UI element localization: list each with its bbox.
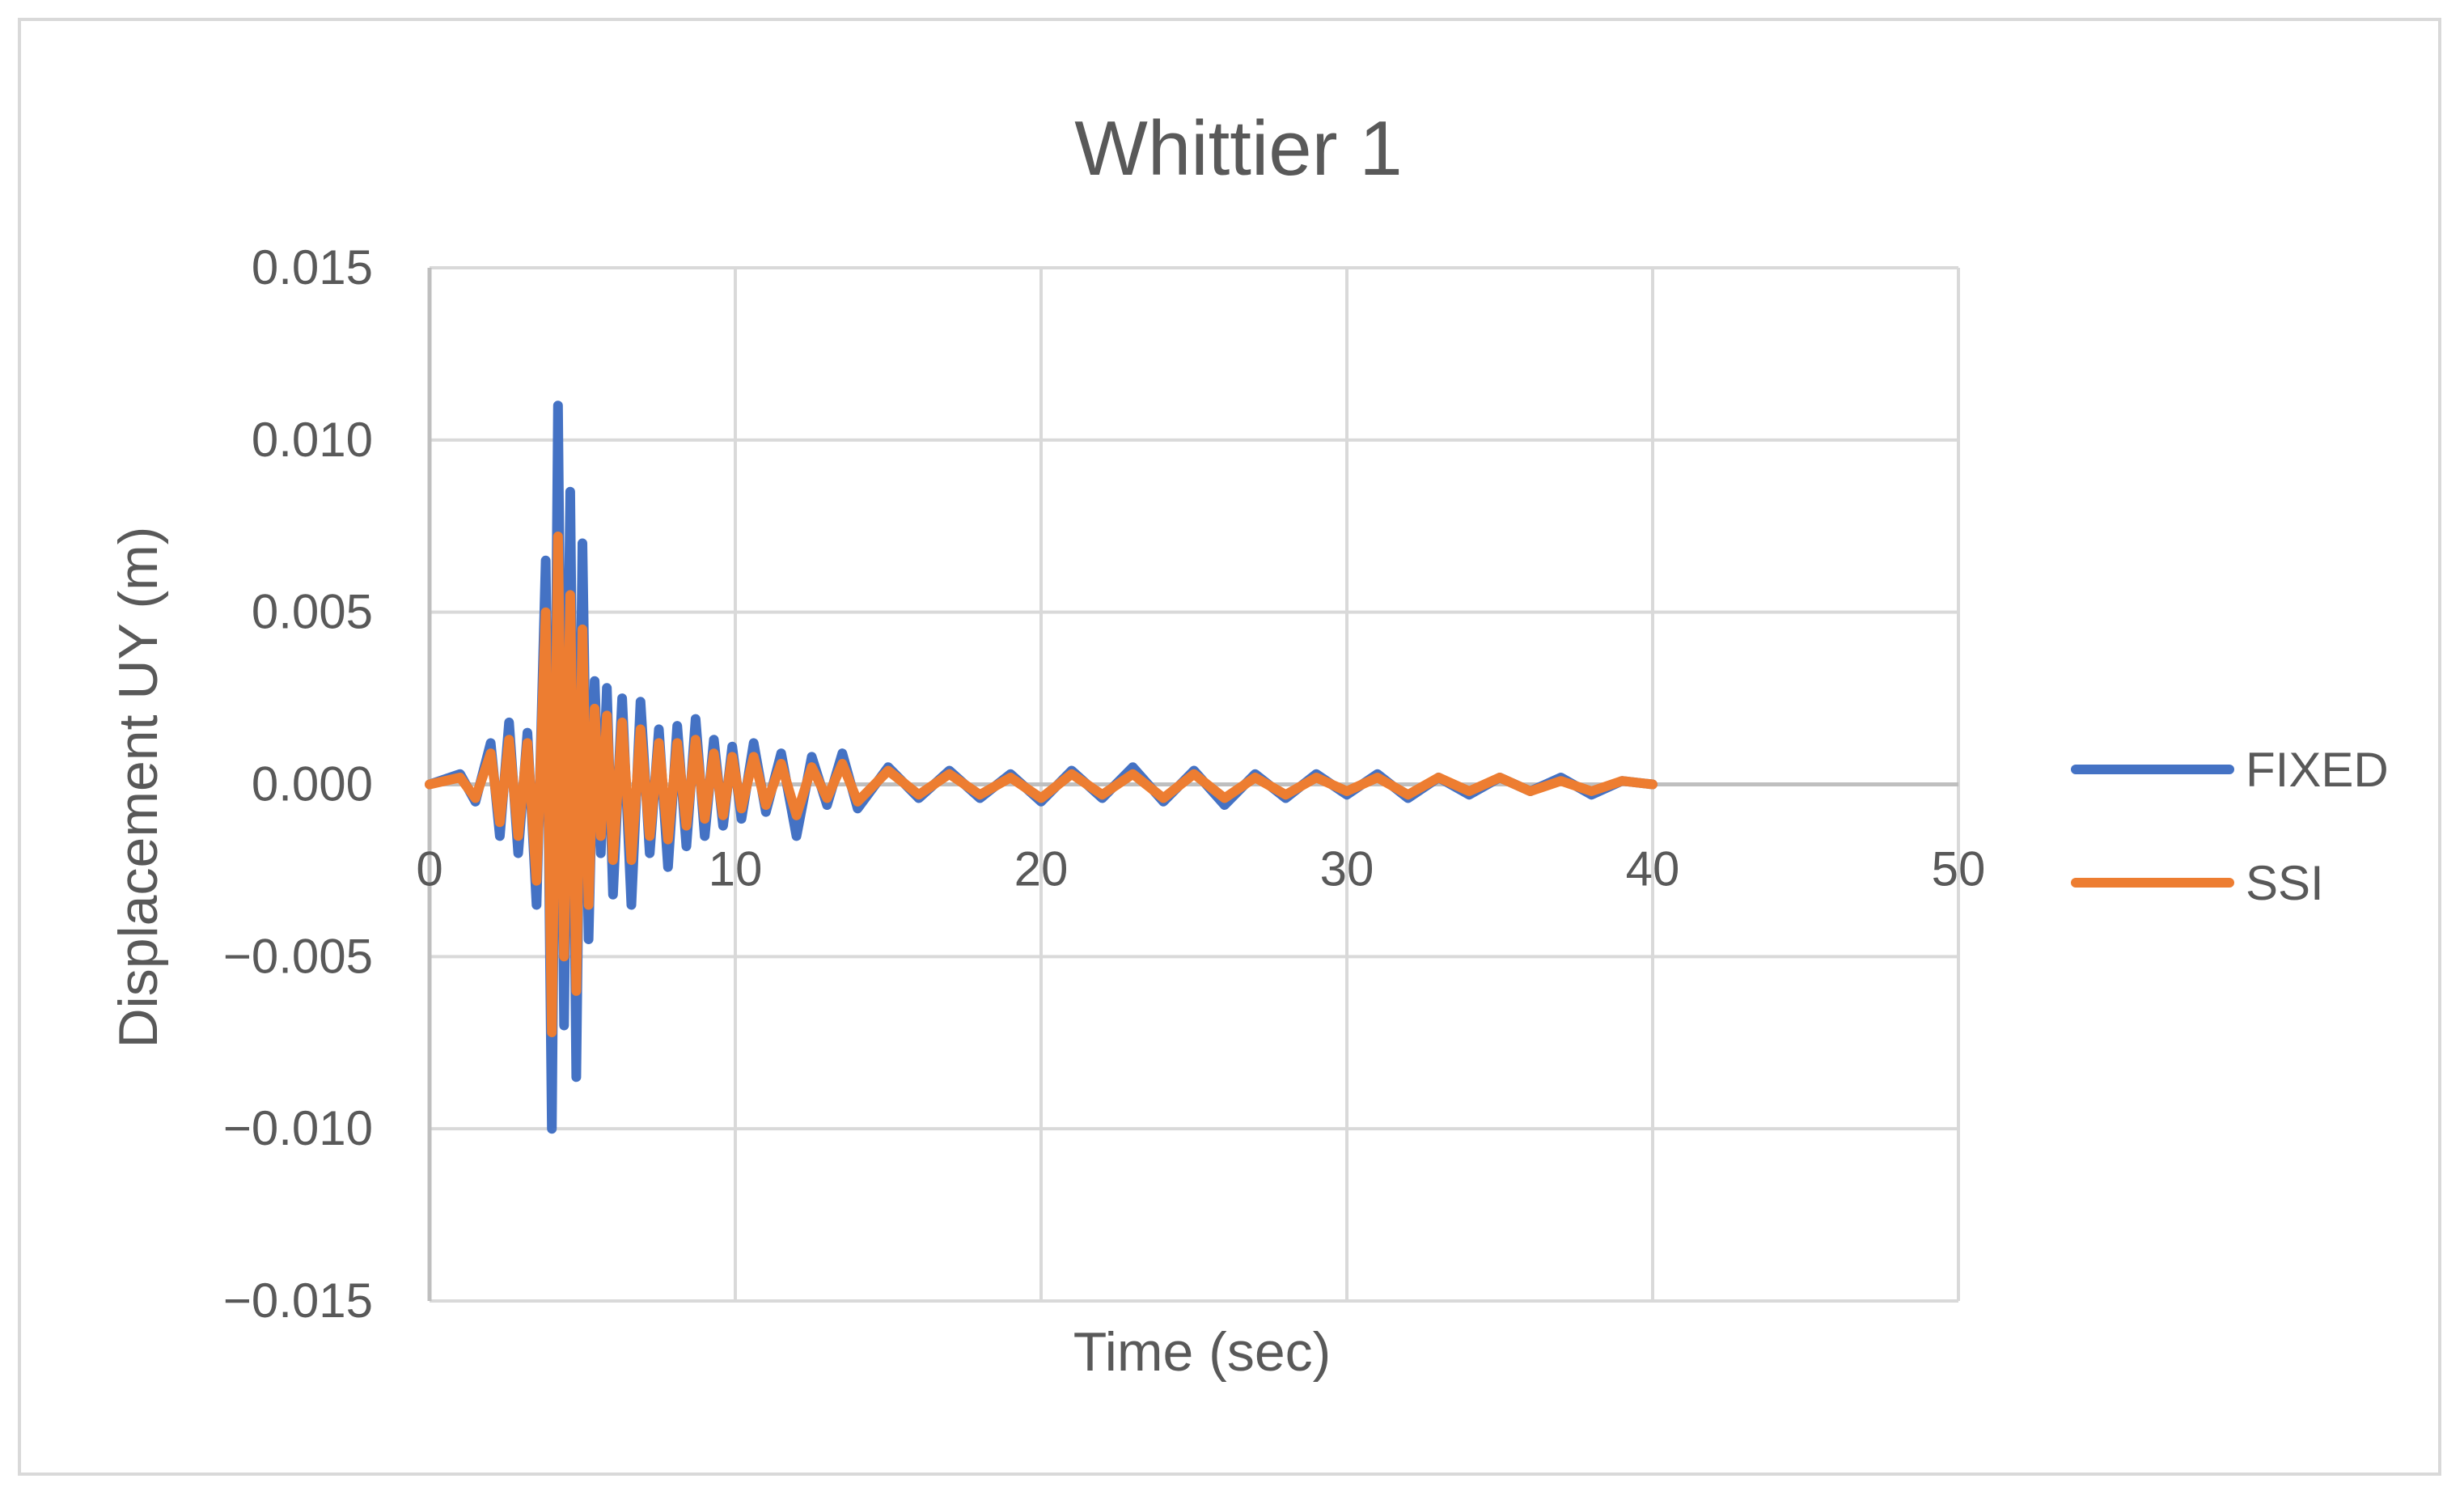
y-tick-label: −0.005 [223,929,373,983]
x-tick-label: 40 [1626,842,1680,896]
chart-title: Whittier 1 [1074,105,1402,192]
chart-svg: Whittier 1 0.015 0.010 0.005 0.000 −0.005 −0.… [108,105,2389,1383]
y-tick-label: 0.015 [252,240,373,294]
legend-label-ssi: SSI [2246,856,2324,910]
chart-area: Whittier 1 0.015 0.010 0.005 0.000 −0.005 −0.… [18,18,2441,1476]
legend: FIXED SSI [2071,743,2389,910]
x-axis-label: Time (sec) [1073,1321,1331,1383]
y-tick-label: 0.000 [252,757,373,811]
y-tick-label: 0.010 [252,413,373,467]
tick-labels: 0.015 0.010 0.005 0.000 −0.005 −0.010 −0.015 0 1… [223,240,1986,1328]
x-tick-label: 50 [1932,842,1986,896]
x-tick-label: 10 [709,842,763,896]
legend-label-fixed: FIXED [2246,743,2389,797]
y-tick-label: −0.010 [223,1101,373,1155]
y-axis-label: Displacement UY (m) [108,527,169,1049]
series-lines [425,400,1657,1134]
series-line-ssi [425,532,1657,1037]
x-tick-label: 30 [1320,842,1374,896]
y-tick-label: −0.015 [223,1273,373,1328]
y-tick-label: 0.005 [252,585,373,639]
x-tick-label: 0 [416,842,442,896]
x-tick-label: 20 [1014,842,1069,896]
